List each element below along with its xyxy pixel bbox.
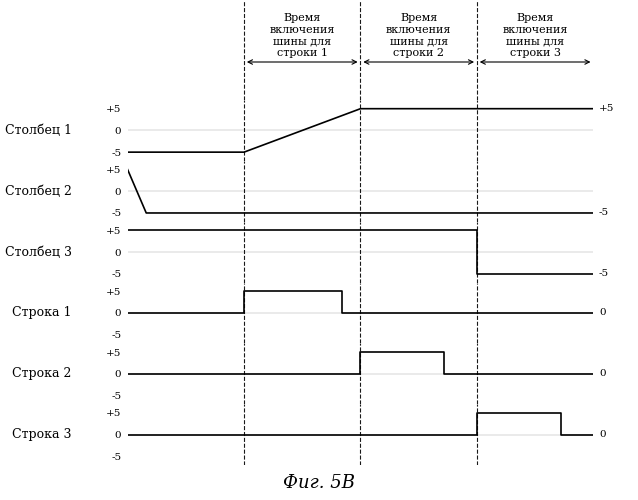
Text: Время
включения
шины для
строки 2: Время включения шины для строки 2 bbox=[386, 13, 451, 58]
Text: -5: -5 bbox=[599, 270, 609, 278]
Text: Столбец 3: Столбец 3 bbox=[4, 246, 71, 258]
Text: Строка 1: Строка 1 bbox=[12, 306, 71, 320]
Text: 0: 0 bbox=[599, 430, 605, 439]
Text: -5: -5 bbox=[599, 208, 609, 218]
Text: +5: +5 bbox=[599, 104, 614, 113]
Text: Строка 2: Строка 2 bbox=[12, 367, 71, 380]
Text: 0: 0 bbox=[599, 369, 605, 378]
Text: Строка 3: Строка 3 bbox=[12, 428, 71, 441]
Text: Время
включения
шины для
строки 1: Время включения шины для строки 1 bbox=[270, 13, 335, 58]
Text: Время
включения
шины для
строки 3: Время включения шины для строки 3 bbox=[503, 13, 568, 58]
Text: 0: 0 bbox=[599, 308, 605, 318]
Text: Фиг. 5В: Фиг. 5В bbox=[283, 474, 355, 492]
Text: Столбец 2: Столбец 2 bbox=[5, 184, 71, 198]
Text: Столбец 1: Столбец 1 bbox=[4, 124, 71, 137]
